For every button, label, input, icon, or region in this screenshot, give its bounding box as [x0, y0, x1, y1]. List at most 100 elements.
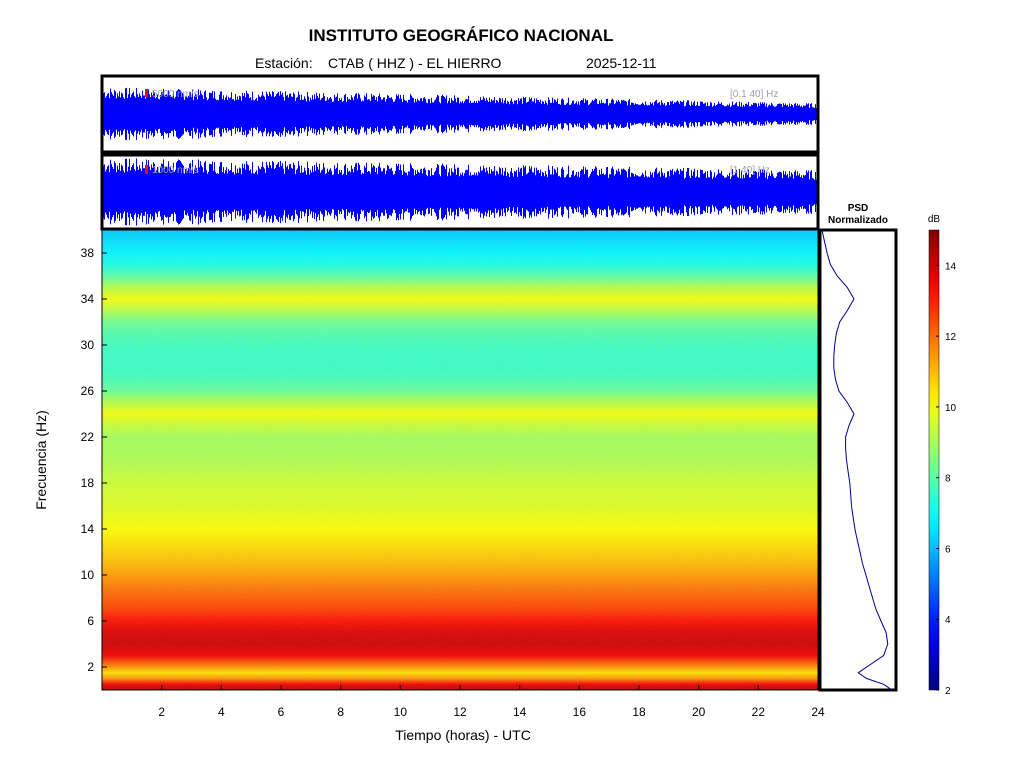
waveform-sample: [807, 172, 808, 212]
waveform-sample: [235, 165, 236, 219]
waveform-sample: [492, 100, 493, 128]
waveform-sample: [741, 102, 742, 126]
waveform-sample: [761, 103, 762, 125]
waveform-sample: [145, 172, 146, 212]
waveform-sample: [358, 93, 359, 135]
waveform-sample: [792, 174, 793, 210]
waveform-sample: [585, 167, 586, 217]
waveform-sample: [388, 95, 389, 133]
waveform-sample: [357, 170, 358, 214]
waveform-sample: [436, 97, 437, 131]
waveform-sample: [794, 103, 795, 125]
waveform-sample: [150, 96, 151, 132]
waveform-sample: [361, 174, 362, 210]
spectrogram-noise: [102, 230, 818, 690]
waveform-sample: [470, 100, 471, 128]
waveform-sample: [605, 174, 606, 210]
waveform-sample: [199, 167, 200, 217]
waveform-sample: [520, 98, 521, 130]
waveform-sample: [285, 161, 286, 223]
waveform-sample: [221, 162, 222, 222]
waveform-sample: [478, 171, 479, 213]
waveform-sample: [210, 163, 211, 221]
waveform-sample: [689, 104, 690, 124]
waveform-sample: [247, 93, 248, 135]
waveform-sample: [451, 98, 452, 130]
waveform-sample: [447, 176, 448, 208]
waveform-sample: [121, 164, 122, 220]
waveform-sample: [175, 169, 176, 215]
waveform-sample: [259, 168, 260, 216]
waveform-sample: [702, 170, 703, 214]
waveform-sample: [772, 173, 773, 211]
waveform-sample: [243, 96, 244, 132]
waveform-sample: [316, 162, 317, 222]
waveform-sample: [371, 163, 372, 221]
waveform-sample: [506, 176, 507, 208]
waveform-sample: [528, 172, 529, 212]
waveform-sample: [320, 172, 321, 212]
waveform-sample: [430, 176, 431, 208]
waveform-sample: [547, 177, 548, 207]
waveform-sample: [391, 97, 392, 131]
waveform-sample: [613, 169, 614, 215]
waveform-sample: [727, 174, 728, 210]
waveform-sample: [229, 98, 230, 130]
waveform-sample: [717, 104, 718, 124]
waveform-sample: [183, 93, 184, 135]
waveform-sample: [202, 167, 203, 217]
colorbar-tick-label: 14: [945, 261, 957, 272]
waveform-sample: [486, 167, 487, 217]
waveform-sample: [609, 174, 610, 210]
waveform-sample: [334, 165, 335, 219]
waveform-sample: [350, 172, 351, 212]
waveform-sample: [503, 103, 504, 125]
waveform-sample: [369, 171, 370, 213]
waveform-sample: [560, 104, 561, 124]
waveform-sample: [201, 165, 202, 219]
waveform-sample: [709, 105, 710, 123]
waveform-sample: [209, 163, 210, 221]
waveform-sample: [228, 169, 229, 215]
waveform-sample: [767, 179, 768, 205]
waveform-sample: [328, 99, 329, 129]
waveform-sample: [557, 98, 558, 130]
waveform-sample: [298, 91, 299, 137]
waveform-sample: [554, 99, 555, 129]
waveform-sample: [219, 166, 220, 218]
waveform-sample: [612, 166, 613, 218]
waveform-sample: [614, 104, 615, 124]
waveform-sample: [795, 103, 796, 125]
waveform-sample: [423, 97, 424, 131]
waveform-sample: [750, 177, 751, 207]
waveform-sample: [281, 165, 282, 219]
waveform-sample: [173, 162, 174, 222]
waveform-sample: [143, 168, 144, 216]
waveform-sample: [546, 174, 547, 210]
waveform-sample: [532, 172, 533, 212]
waveform-sample: [185, 96, 186, 132]
waveform-sample: [148, 89, 149, 139]
x-tick-label: 2: [158, 705, 165, 719]
waveform-sample: [213, 97, 214, 131]
waveform-sample: [190, 91, 191, 137]
waveform-sample: [308, 167, 309, 217]
waveform-sample: [182, 164, 183, 220]
waveform-sample: [337, 163, 338, 221]
waveform-sample: [325, 101, 326, 127]
waveform-sample: [546, 102, 547, 126]
waveform-sample: [795, 170, 796, 214]
waveform-sample: [647, 177, 648, 207]
waveform-sample: [599, 169, 600, 215]
x-tick-label: 4: [218, 705, 225, 719]
waveform-sample: [725, 177, 726, 207]
waveform-sample: [679, 174, 680, 210]
waveform-sample: [527, 173, 528, 211]
waveform-sample: [743, 174, 744, 210]
waveform-sample: [374, 166, 375, 218]
waveform-sample: [516, 170, 517, 214]
waveform-sample: [566, 103, 567, 125]
waveform-sample: [793, 107, 794, 121]
waveform-sample: [426, 102, 427, 126]
waveform-sample: [671, 170, 672, 214]
